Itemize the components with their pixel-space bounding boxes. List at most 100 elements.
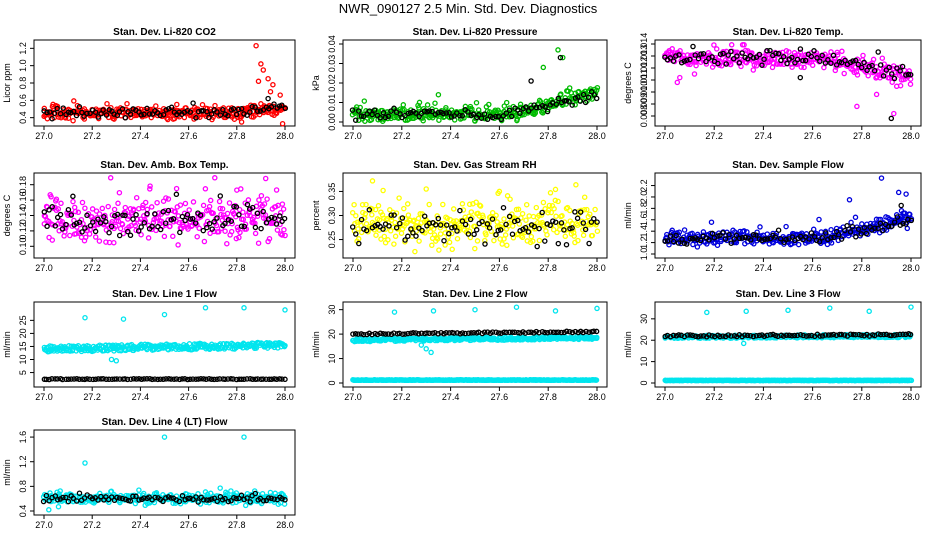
panel-frame	[342, 301, 608, 388]
data-point	[71, 98, 77, 104]
data-point	[486, 101, 492, 108]
data-point	[736, 60, 743, 66]
data-point	[499, 241, 505, 247]
data-point	[700, 333, 707, 339]
y-tick-label: 1.0	[639, 248, 649, 261]
data-point	[271, 215, 278, 221]
data-point	[728, 240, 734, 246]
data-point	[552, 197, 559, 204]
x-tick-label: 27.8	[539, 131, 557, 141]
data-point	[871, 67, 878, 74]
x-tick-label: 27.8	[228, 263, 246, 273]
data-point	[186, 207, 192, 213]
y-tick-label: 1.6	[18, 431, 28, 444]
data-point	[669, 46, 675, 52]
data-point	[580, 91, 587, 98]
data-point	[184, 211, 191, 218]
data-point	[830, 331, 837, 338]
data-point	[491, 237, 497, 244]
data-point	[789, 54, 795, 61]
outlier-point	[270, 81, 276, 88]
panel-title: Stan. Dev. Line 2 Flow	[423, 289, 528, 300]
data-point	[187, 376, 193, 383]
outlier-point	[898, 202, 904, 209]
data-point	[356, 240, 362, 247]
data-point	[830, 52, 837, 59]
data-point	[580, 220, 587, 226]
data-point	[200, 227, 207, 234]
data-point	[860, 52, 866, 59]
data-point	[355, 236, 362, 242]
data-point	[489, 209, 496, 216]
outlier-point	[428, 349, 434, 356]
data-point	[190, 215, 196, 222]
data-point	[593, 328, 600, 335]
data-point	[190, 199, 197, 205]
data-point	[103, 376, 110, 383]
data-point	[282, 376, 288, 383]
data-point	[230, 111, 237, 117]
data-point	[533, 104, 540, 111]
data-point	[528, 329, 534, 335]
data-point	[717, 51, 724, 57]
data-point	[588, 89, 595, 95]
data-point	[214, 215, 220, 221]
data-point	[228, 228, 235, 235]
data-point	[136, 376, 142, 382]
data-point	[86, 376, 93, 383]
data-point	[160, 111, 167, 118]
data-point	[46, 376, 52, 383]
data-point	[723, 61, 729, 67]
data-point	[273, 376, 280, 383]
data-point	[124, 100, 130, 107]
data-point	[466, 201, 473, 208]
data-point	[794, 332, 801, 339]
data-point	[550, 226, 557, 233]
data-point	[363, 227, 370, 234]
data-point	[49, 204, 55, 210]
outlier-point	[262, 175, 269, 182]
data-point	[57, 488, 63, 494]
data-point	[198, 108, 205, 114]
data-point	[798, 64, 804, 70]
data-point	[679, 236, 685, 242]
data-point	[670, 332, 677, 339]
data-point	[594, 219, 600, 225]
data-point	[125, 216, 131, 222]
x-tick-label: 27.8	[228, 131, 246, 141]
data-point	[432, 100, 438, 106]
data-point	[582, 99, 589, 106]
data-point	[196, 225, 202, 232]
data-point	[360, 331, 367, 338]
data-point	[358, 222, 364, 229]
y-tick-label: 30	[327, 305, 337, 315]
data-point	[82, 234, 89, 241]
y-tick-label: 0.35	[327, 183, 337, 201]
data-point	[144, 206, 151, 213]
data-point	[138, 231, 144, 238]
data-point	[89, 214, 95, 220]
data-point	[750, 67, 757, 73]
y-axis-label: Licor ppm	[2, 63, 12, 103]
data-point	[591, 328, 597, 334]
data-point	[555, 240, 562, 247]
data-point	[115, 218, 122, 225]
data-point	[249, 204, 256, 211]
data-point	[523, 104, 529, 110]
data-point	[542, 104, 548, 110]
data-point	[817, 58, 823, 64]
data-point	[561, 227, 567, 233]
data-point	[689, 230, 695, 237]
data-point	[230, 106, 237, 112]
data-point	[503, 329, 510, 336]
data-point	[366, 108, 373, 114]
data-point	[585, 94, 592, 101]
data-point	[385, 331, 392, 337]
y-tick-label: 15	[18, 341, 28, 351]
data-point	[753, 232, 759, 238]
data-point	[443, 222, 450, 228]
data-point	[396, 330, 403, 337]
data-point	[841, 332, 848, 338]
data-point	[816, 239, 823, 245]
